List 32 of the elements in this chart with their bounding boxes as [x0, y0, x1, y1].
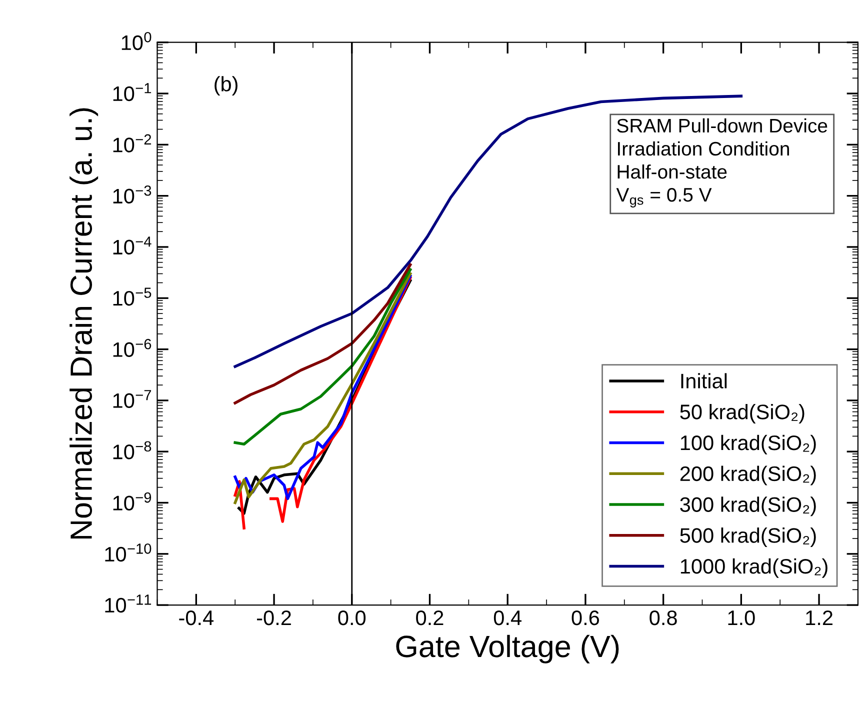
y-tick-label: 10$^{−2}$ — [113, 134, 152, 152]
legend-label: 200 krad(SiO₂) — [680, 466, 816, 486]
x-tick-label: 0.4 — [494, 610, 522, 626]
x-tick-label: 0.8 — [650, 610, 677, 626]
y-tick-label: 10$^{−9}$ — [113, 492, 152, 510]
annotation: (b) — [214, 76, 238, 96]
y-tick-label: 10$^{−4}$ — [113, 236, 152, 255]
y-tick-label: 10$^{−10}$ — [105, 544, 152, 562]
annotation: SRAM Pull-down Device Irradiation Condition Half-on-state V$_{gs}$ = 0.5 V — [616, 118, 828, 208]
x-tick-label: 0.0 — [338, 610, 366, 626]
legend-label: 300 krad(SiO₂) — [680, 496, 816, 516]
y-tick-label: 10$^{−8}$ — [113, 441, 152, 460]
y-tick-label: 10$^{−7}$ — [113, 390, 152, 408]
legend-label: 1000 krad(SiO₂) — [680, 558, 828, 578]
y-axis-title: Normalized Drain Current (a. u.) — [70, 108, 98, 539]
legend-label: 500 krad(SiO₂) — [680, 528, 816, 547]
x-tick-label: -0.4 — [179, 610, 214, 626]
x-tick-label: 1.0 — [728, 610, 755, 626]
x-tick-label: 1.2 — [806, 610, 832, 625]
x-axis-title: Gate Voltage (V) — [396, 634, 619, 664]
legend-label: Initial — [681, 373, 727, 388]
y-tick-label: 10$^{−1}$ — [113, 83, 152, 102]
y-tick-label: 10$^{−5}$ — [113, 288, 152, 306]
y-tick-label: 10$^{0}$ — [122, 32, 152, 50]
legend-label: 50 krad(SiO₂) — [680, 404, 804, 424]
x-tick-label: 0.2 — [416, 610, 444, 626]
y-tick-label: 10$^{−3}$ — [113, 185, 152, 204]
x-tick-label: -0.2 — [257, 610, 291, 626]
y-tick-label: 10$^{−6}$ — [113, 338, 152, 357]
y-tick-label: 10$^{−11}$ — [105, 594, 152, 613]
legend-label: 100 krad(SiO₂) — [680, 434, 816, 454]
x-tick-label: 0.6 — [572, 610, 600, 626]
